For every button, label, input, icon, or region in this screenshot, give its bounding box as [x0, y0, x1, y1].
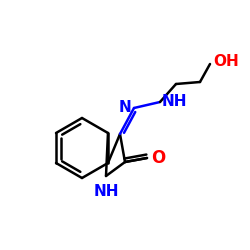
Text: OH: OH — [213, 54, 239, 70]
Text: O: O — [151, 149, 165, 167]
Text: N: N — [118, 100, 131, 114]
Text: NH: NH — [162, 94, 188, 108]
Text: NH: NH — [93, 184, 119, 199]
